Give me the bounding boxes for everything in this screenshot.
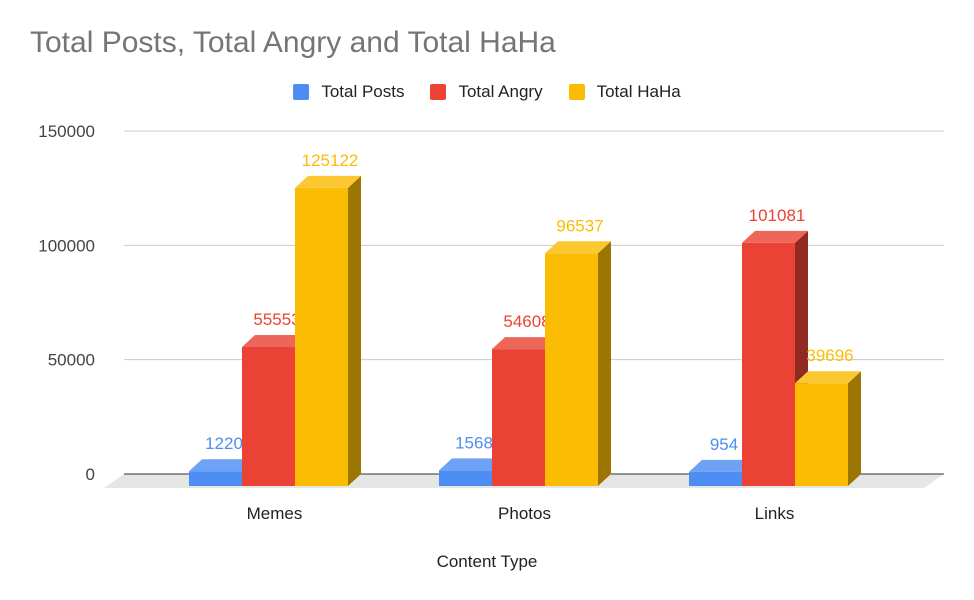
x-axis-title: Content Type — [436, 552, 538, 571]
bar-front-face — [439, 470, 492, 486]
legend-label-total-haha: Total HaHa — [596, 82, 681, 101]
bar-top-face — [189, 459, 255, 472]
data-label: 39696 — [806, 346, 853, 365]
bar-top-face — [795, 371, 861, 384]
bar-side-face — [848, 371, 861, 486]
data-label: 55553 — [253, 310, 300, 329]
bar-total-posts-links — [689, 459, 755, 486]
bar-front-face — [742, 242, 795, 486]
y-tick-label: 50000 — [48, 351, 95, 370]
y-tick-label: 0 — [86, 465, 95, 484]
legend-item-total-haha[interactable]: Total HaHa — [568, 82, 681, 102]
bar-side-face — [598, 241, 611, 486]
chart-title: Total Posts, Total Angry and Total HaHa — [30, 26, 556, 59]
legend-swatch-total-haha — [568, 84, 585, 100]
data-label: 1220 — [205, 434, 243, 453]
bar-front-face — [689, 471, 742, 486]
data-label: 125122 — [302, 151, 359, 170]
bar-total-haha-photos — [545, 241, 611, 486]
bar-front-face — [545, 253, 598, 486]
y-tick-label: 100000 — [38, 236, 95, 255]
bar-top-face — [242, 334, 308, 347]
data-label: 54608 — [503, 312, 550, 331]
x-tick-label: Photos — [498, 504, 551, 523]
legend-item-total-posts[interactable]: Total Posts — [293, 82, 404, 102]
bar-total-haha-links — [795, 371, 861, 486]
bar-top-face — [439, 458, 505, 471]
bar-top-face — [689, 459, 755, 472]
legend-item-total-angry[interactable]: Total Angry — [430, 82, 543, 102]
y-tick-label: 150000 — [38, 122, 95, 141]
data-label: 954 — [710, 435, 738, 454]
legend-label-total-posts: Total Posts — [321, 82, 405, 101]
bar-total-haha-memes — [295, 175, 361, 486]
x-tick-label: Memes — [247, 504, 303, 523]
legend-swatch-total-posts — [293, 84, 310, 100]
legend-swatch-total-angry — [430, 84, 447, 100]
bar-front-face — [189, 471, 242, 486]
data-label: 1568 — [455, 433, 493, 452]
bar-front-face — [492, 349, 545, 486]
bar-top-face — [492, 337, 558, 350]
bar-top-face — [545, 241, 611, 254]
bar-side-face — [348, 175, 361, 486]
bar-front-face — [795, 383, 848, 486]
data-label: 96537 — [556, 216, 603, 235]
legend: Total Posts Total Angry Total HaHa — [0, 80, 974, 104]
bar-top-face — [295, 175, 361, 188]
x-tick-label: Links — [755, 504, 795, 523]
data-label: 101081 — [749, 206, 806, 225]
bar-front-face — [295, 187, 348, 486]
bar-top-face — [742, 230, 808, 243]
legend-label-total-angry: Total Angry — [458, 82, 543, 101]
bar-front-face — [242, 346, 295, 486]
